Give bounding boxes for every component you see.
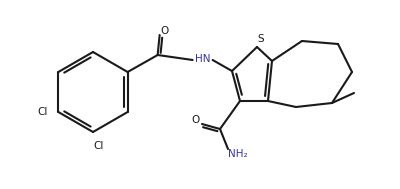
Text: NH₂: NH₂ [228,149,248,159]
Text: S: S [258,34,264,44]
Text: Cl: Cl [37,107,48,117]
Text: O: O [160,26,169,36]
Text: Cl: Cl [94,141,104,151]
Text: O: O [192,115,200,125]
Text: HN: HN [195,54,210,64]
